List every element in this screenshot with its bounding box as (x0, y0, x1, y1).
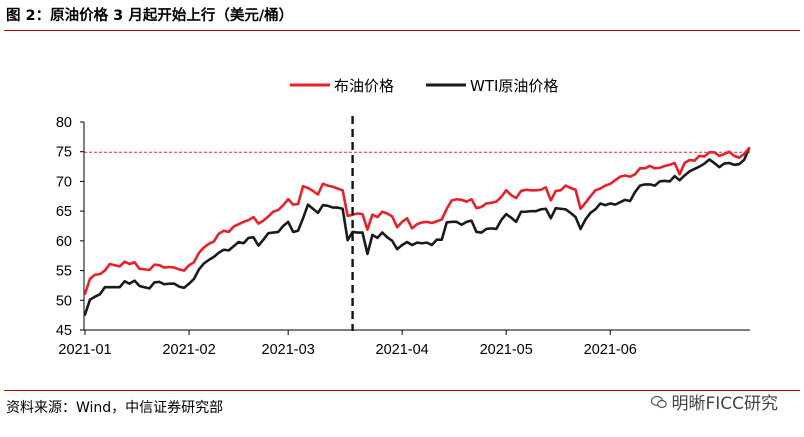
x-tick-label: 2021-06 (584, 342, 637, 358)
y-tick-label: 75 (56, 145, 72, 161)
legend-item: WTI原油价格 (426, 77, 558, 95)
title-divider (4, 30, 800, 31)
chart-axes: 45 50 55 60 65 70 75 80 2021-01 2021-02 2021-03 202… (56, 115, 750, 358)
y-tick-label: 60 (56, 234, 72, 250)
source-divider (4, 390, 800, 391)
legend-item: 布油价格 (290, 77, 394, 95)
y-tick-label: 45 (56, 323, 72, 339)
series-line-brent (83, 146, 751, 296)
legend-label: 布油价格 (334, 77, 394, 95)
y-tick-label: 80 (56, 115, 72, 131)
x-tick-label: 2021-05 (480, 342, 533, 358)
series-line-wti (83, 147, 751, 316)
source-note: 资料来源：Wind，中信证券研究部 (6, 400, 224, 416)
figure-title: 图 2：原油价格 3 月起开始上行（美元/桶） (6, 8, 294, 24)
wechat-icon (651, 395, 668, 408)
chart-legend: 布油价格 WTI原油价格 (290, 77, 558, 95)
y-tick-label: 55 (56, 264, 72, 280)
watermark-text: 明晰FICC研究 (671, 394, 778, 414)
x-tick-label: 2021-04 (376, 342, 429, 358)
y-tick-label: 65 (56, 204, 72, 220)
series-layer (83, 146, 751, 316)
watermark: 明晰FICC研究 (651, 389, 778, 414)
y-tick-label: 70 (56, 174, 72, 190)
x-tick-label: 2021-01 (58, 342, 111, 358)
x-tick-label: 2021-03 (262, 342, 315, 358)
legend-label: WTI原油价格 (470, 77, 558, 95)
x-tick-label: 2021-02 (162, 342, 215, 358)
y-tick-label: 50 (56, 293, 72, 309)
